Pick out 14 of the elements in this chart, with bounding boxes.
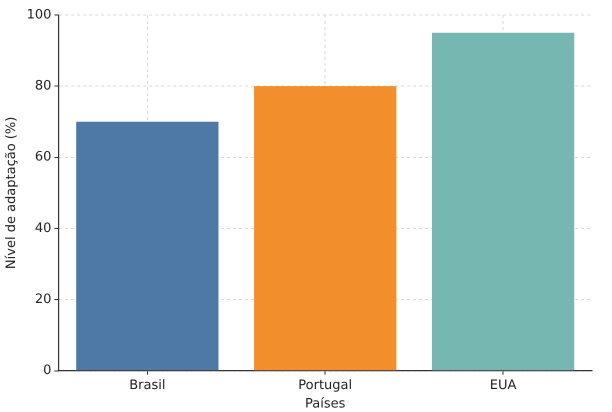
x-tick-label: EUA — [490, 378, 516, 393]
y-axis-title: Nível de adaptação (%) — [4, 116, 20, 270]
y-tick-label: 0 — [43, 363, 52, 378]
x-tick-label: Brasil — [129, 378, 166, 393]
y-tick-label: 80 — [34, 78, 52, 94]
bar — [254, 86, 396, 370]
y-tick-label: 60 — [34, 150, 52, 165]
y-tick-label: 100 — [26, 7, 52, 22]
x-tick-label: Portugal — [298, 378, 352, 393]
y-tick-label: 40 — [34, 220, 52, 236]
bar — [76, 122, 218, 370]
x-axis-title: Países — [305, 396, 346, 412]
y-tick-label: 20 — [34, 292, 52, 308]
bar — [432, 32, 574, 370]
